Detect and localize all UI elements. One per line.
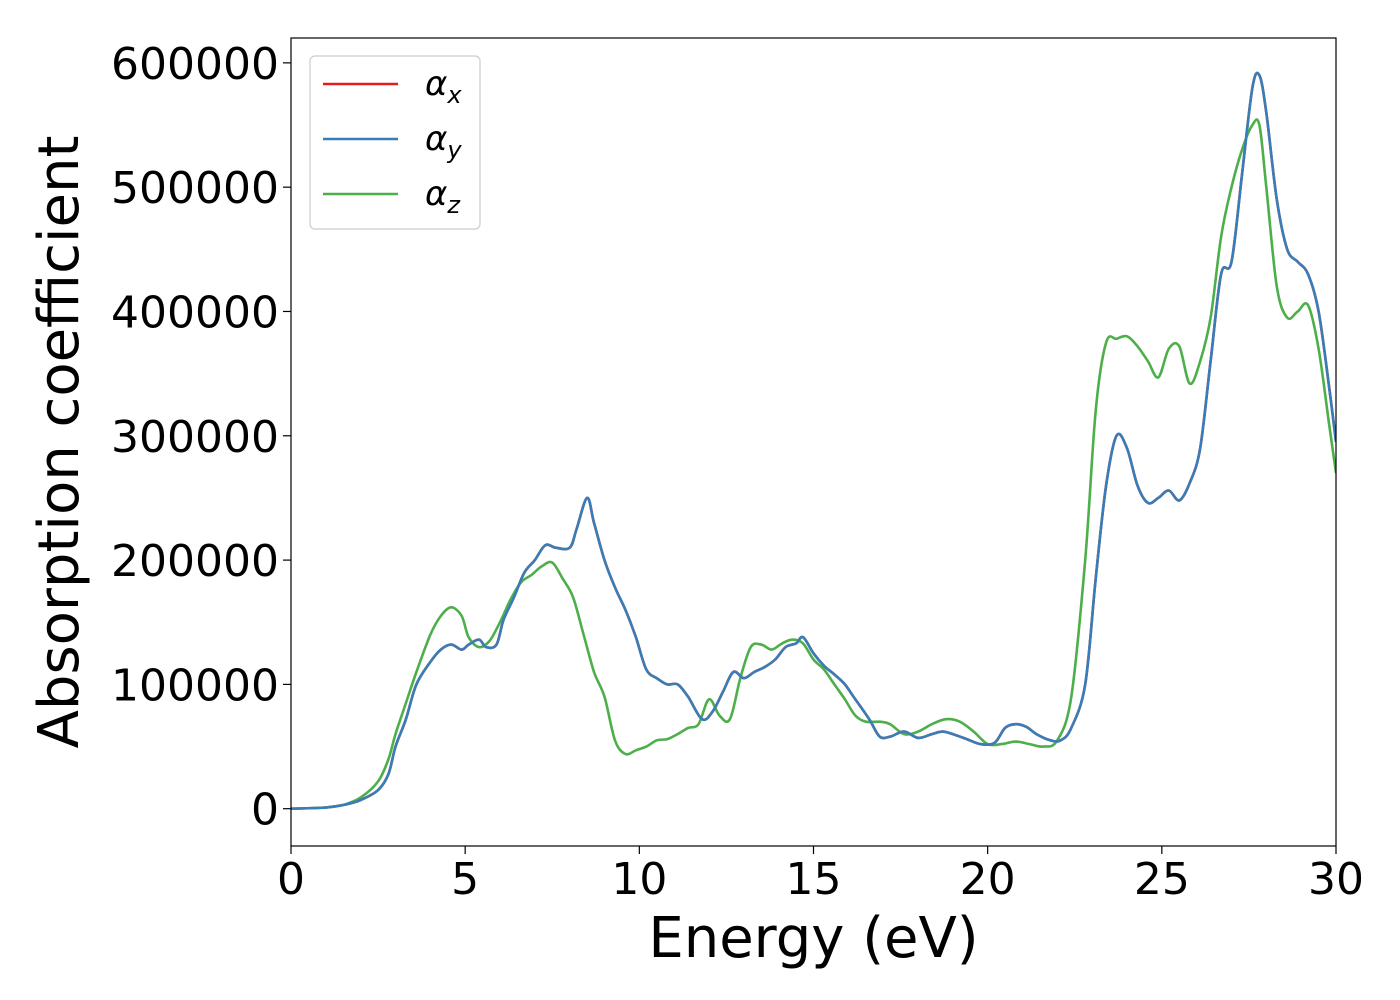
y-tick-label: 300000 — [111, 412, 279, 463]
x-tick-label: 0 — [277, 854, 305, 905]
series-line-alpha-y — [291, 71, 1336, 810]
legend-entry: αx — [425, 64, 462, 109]
y-tick-label: 100000 — [111, 660, 279, 711]
x-tick-label: 10 — [611, 854, 667, 905]
legend-entry: αy — [425, 119, 462, 164]
x-tick-label: 20 — [960, 854, 1016, 905]
series-layer — [291, 71, 1336, 810]
y-tick-label: 200000 — [111, 536, 279, 587]
y-axis-ticks: 0 100000 200000 300000 400000 500000 600000 — [111, 39, 291, 836]
series-line-alpha-z — [291, 118, 1336, 810]
y-tick-label: 400000 — [111, 287, 279, 338]
y-axis-title: Absorption coefficient — [27, 136, 92, 749]
legend: αx αy αz — [309, 55, 481, 230]
x-tick-label: 30 — [1308, 854, 1364, 905]
x-tick-label: 25 — [1134, 854, 1190, 905]
legend-box — [309, 55, 481, 230]
y-tick-label: 0 — [251, 785, 279, 836]
y-tick-label: 600000 — [111, 39, 279, 90]
y-tick-label: 500000 — [111, 163, 279, 214]
x-axis-title: Energy (eV) — [648, 906, 978, 971]
x-tick-label: 15 — [786, 854, 842, 905]
legend-entry: αz — [425, 174, 461, 219]
x-tick-label: 5 — [451, 854, 479, 905]
x-axis-ticks: 0 5 10 15 20 25 30 — [277, 846, 1364, 905]
